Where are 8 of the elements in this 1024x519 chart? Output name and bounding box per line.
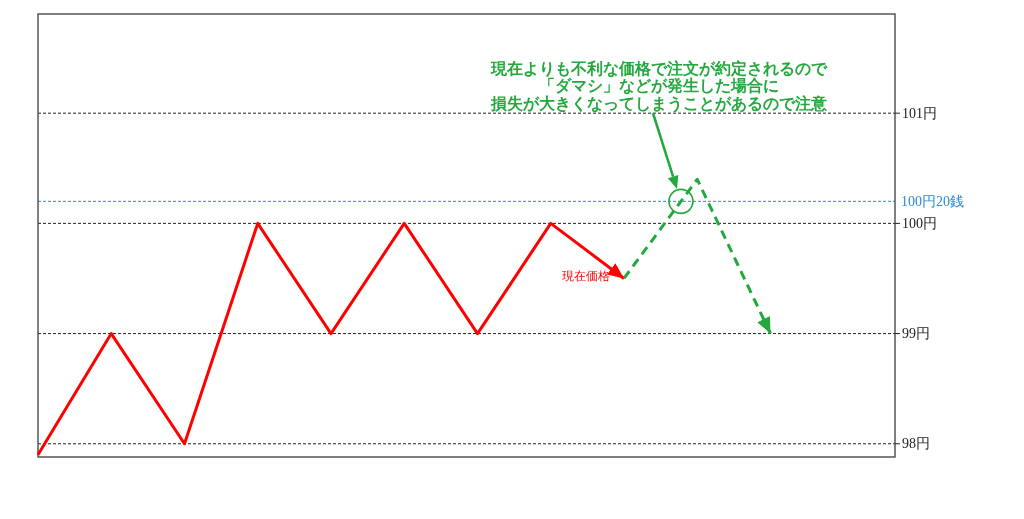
y-tick-label: 98円: [902, 436, 930, 452]
y-tick-label: 100円: [902, 215, 937, 231]
annotation: 現在よりも不利な価格で注文が約定されるので: [490, 59, 827, 77]
annotation: 損失が大きくなってしまうことがあるので注意: [490, 94, 827, 112]
y-tick-label: 101円: [902, 105, 937, 121]
ref-line-label: 100円20銭: [901, 193, 964, 209]
annotation: 「ダマシ」などが発生した場合に: [538, 77, 779, 94]
y-tick-label: 99円: [902, 326, 930, 342]
